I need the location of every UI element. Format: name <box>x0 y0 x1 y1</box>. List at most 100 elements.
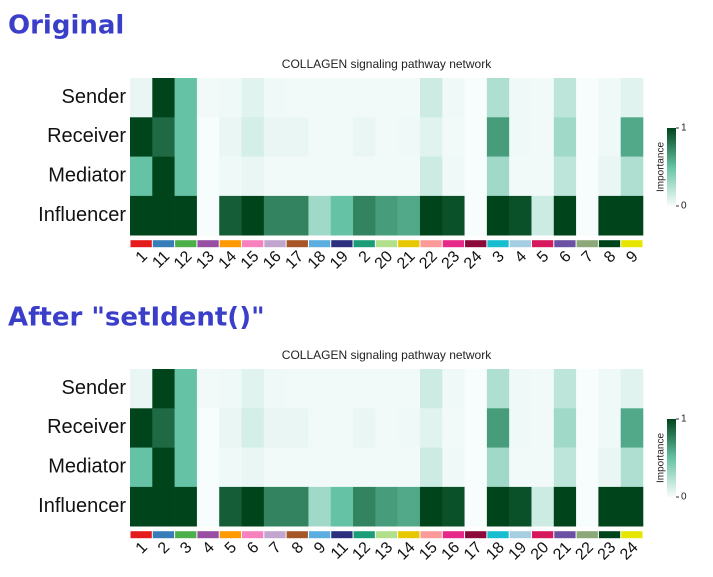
heat-cell <box>419 195 443 236</box>
heat-cell <box>397 447 421 488</box>
heat-cell <box>263 486 287 527</box>
heat-cell <box>509 195 532 236</box>
heat-cell <box>241 447 265 488</box>
heat-cell <box>130 447 153 488</box>
heat-cell <box>442 447 465 488</box>
column-color-strip <box>353 240 375 248</box>
heat-cell <box>419 486 443 527</box>
heat-cell <box>353 195 376 236</box>
colorbar-tick-label: 0 <box>681 492 687 503</box>
heat-cell <box>375 447 398 488</box>
heat-cell <box>152 369 175 409</box>
heat-cell <box>620 447 644 488</box>
x-tick-label: 9 <box>311 539 329 557</box>
x-tick-label: 22 <box>416 248 441 273</box>
column-color-strip <box>465 240 487 248</box>
x-tick-label: 14 <box>394 539 419 564</box>
column-color-strip <box>598 240 621 248</box>
column-color-strip <box>487 240 509 248</box>
column-color-strip <box>152 531 175 539</box>
x-tick-label: 21 <box>550 539 575 564</box>
colorbar <box>667 128 676 206</box>
heat-cell <box>397 117 421 157</box>
heat-cell <box>531 486 555 527</box>
x-tick-label: 11 <box>150 248 174 272</box>
row-label: Sender <box>62 86 127 108</box>
x-tick-label: 1 <box>133 248 151 266</box>
x-tick-label: 20 <box>372 248 397 273</box>
x-tick-label: 19 <box>506 539 531 564</box>
heat-cell <box>598 447 621 488</box>
heat-cell <box>598 195 621 236</box>
heat-cell <box>442 408 465 448</box>
heat-cell <box>486 117 510 157</box>
heat-cell <box>620 156 644 197</box>
x-tick-label: 4 <box>512 248 530 266</box>
column-color-strip <box>286 531 308 539</box>
heat-cell <box>286 117 309 157</box>
column-color-strip <box>398 531 420 539</box>
heat-cell <box>620 408 644 448</box>
heat-cell <box>419 78 443 118</box>
heat-cell <box>174 408 198 448</box>
column-color-strip <box>375 240 398 248</box>
heat-cell <box>353 486 376 527</box>
column-color-strip <box>242 240 264 248</box>
heat-cell <box>308 117 332 157</box>
heat-cell <box>219 408 242 448</box>
heat-cell <box>486 369 510 409</box>
column-color-strip <box>621 531 643 539</box>
heat-cell <box>219 117 242 157</box>
heat-cell <box>509 369 532 409</box>
row-label: Receiver <box>47 125 126 147</box>
column-color-strip <box>175 240 197 248</box>
heat-cell <box>620 195 644 236</box>
heat-cell <box>308 408 332 448</box>
heat-cell <box>576 117 599 157</box>
column-color-strip <box>242 531 264 539</box>
column-color-strip <box>152 240 175 248</box>
heat-cell <box>375 78 398 118</box>
heat-cell <box>152 486 175 527</box>
x-tick-label: 18 <box>305 248 330 273</box>
heat-cell <box>152 156 175 197</box>
heat-cell <box>442 156 465 197</box>
heat-cell <box>375 195 398 236</box>
heat-cell <box>241 78 265 118</box>
colorbar-tick-label: 1 <box>681 414 687 425</box>
heat-cell <box>174 195 198 236</box>
heat-cell <box>598 486 621 527</box>
x-tick-label: 23 <box>439 248 464 273</box>
column-color-strip <box>130 531 152 539</box>
heat-cell <box>620 117 644 157</box>
heat-cell <box>353 156 376 197</box>
column-color-strip <box>487 531 509 539</box>
heat-cell <box>553 117 577 157</box>
heat-cell <box>531 195 555 236</box>
heat-cell <box>509 78 532 118</box>
heat-cell <box>553 195 577 236</box>
heat-cell <box>397 486 421 527</box>
heat-cell <box>464 156 488 197</box>
x-tick-label: 22 <box>572 539 597 564</box>
heat-cell <box>419 447 443 488</box>
heat-cell <box>130 156 153 197</box>
x-tick-label: 9 <box>623 248 641 266</box>
heat-cell <box>509 447 532 488</box>
heat-cell <box>330 369 354 409</box>
x-tick-label: 21 <box>394 248 419 273</box>
heat-cell <box>330 78 354 118</box>
panel-heading: After "setIdent()" <box>8 303 265 333</box>
heat-cell <box>196 447 220 488</box>
heat-cell <box>442 195 465 236</box>
column-color-strip <box>264 240 286 248</box>
column-color-strip <box>420 531 442 539</box>
colorbar-label: Importance <box>656 433 667 483</box>
column-color-strip <box>576 531 598 539</box>
heat-cell <box>263 195 287 236</box>
heat-cell <box>509 486 532 527</box>
heat-cell <box>196 195 220 236</box>
heat-cell <box>130 195 153 236</box>
heat-cell <box>152 195 175 236</box>
heat-cell <box>598 156 621 197</box>
